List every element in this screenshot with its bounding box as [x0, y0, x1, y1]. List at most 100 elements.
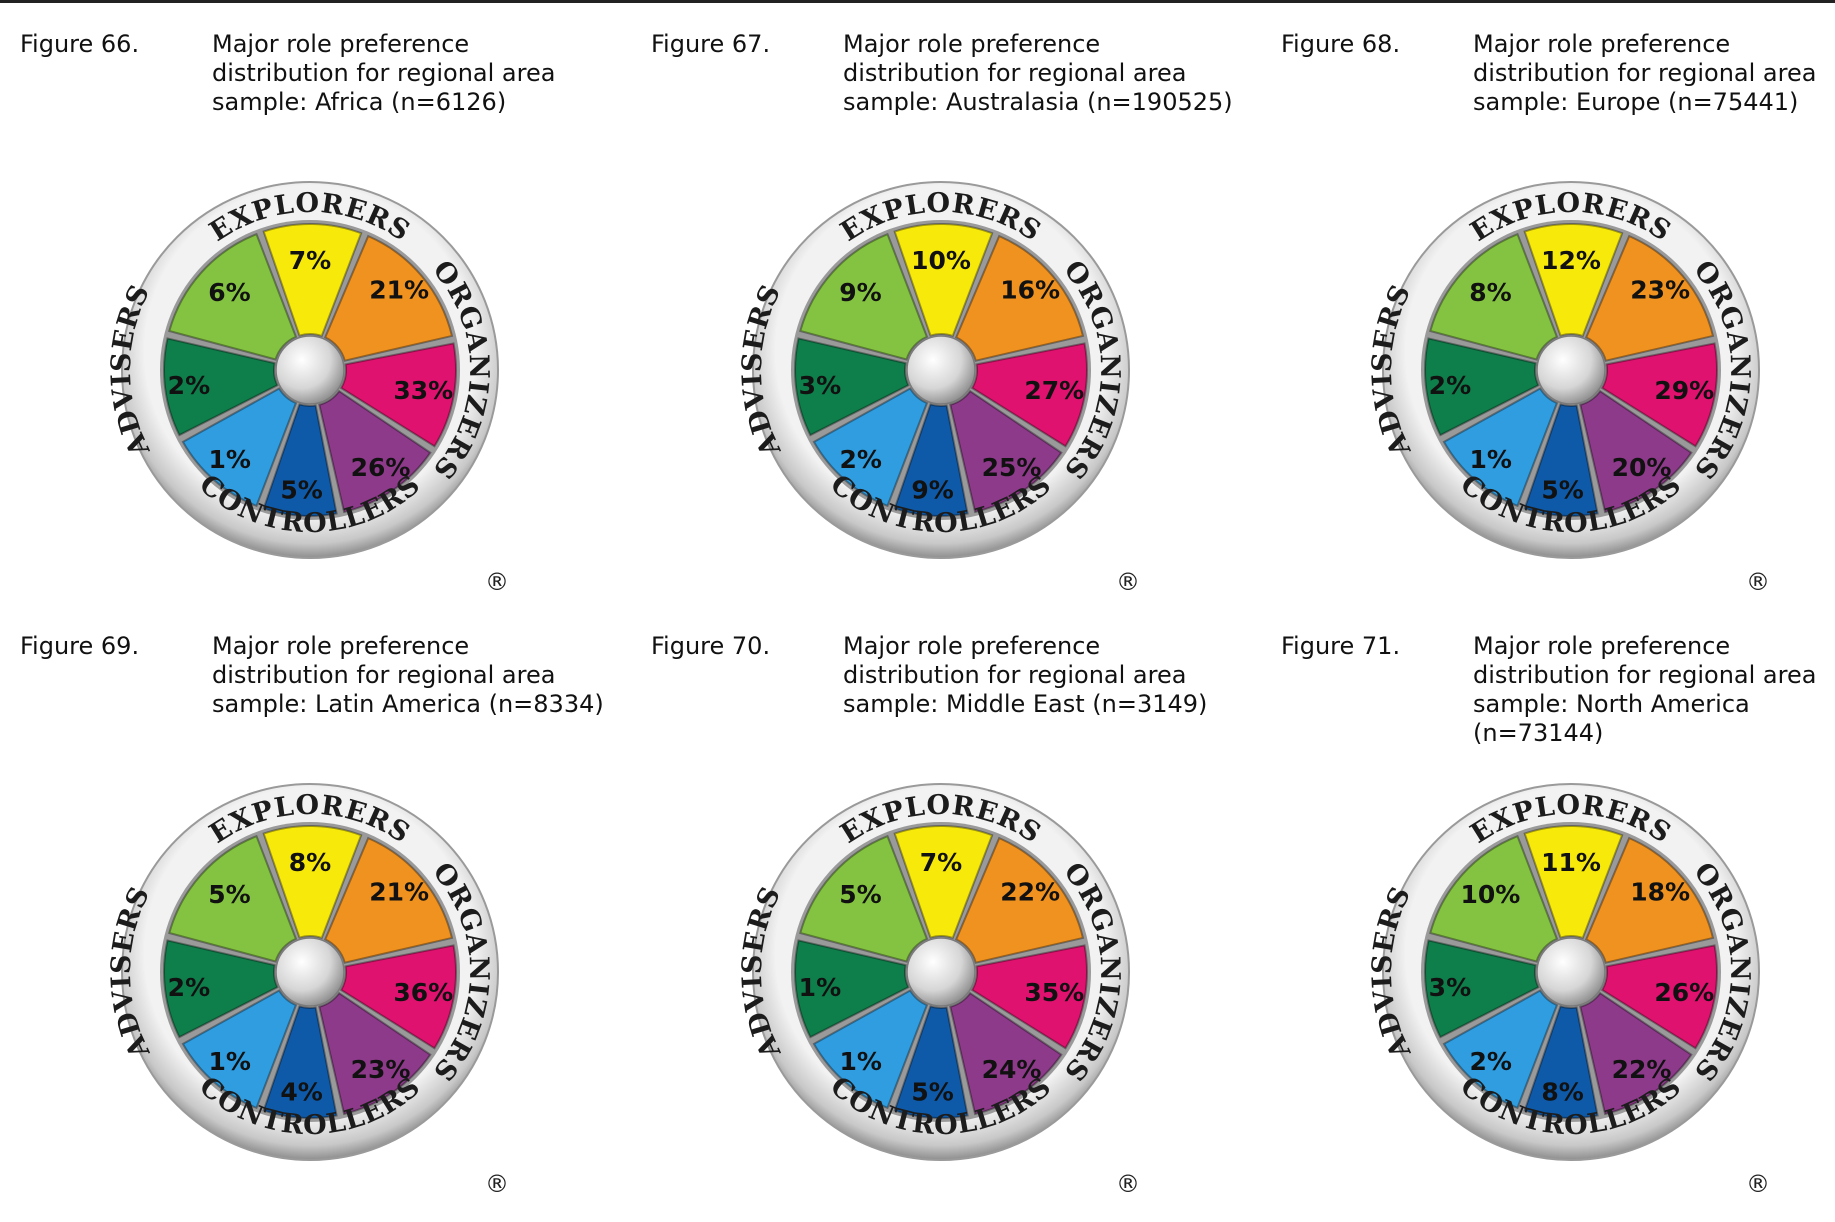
wheel-segment-7 [794, 939, 910, 1039]
segment-value-label: 5% [1541, 476, 1583, 505]
segment-value-label: 1% [1469, 445, 1511, 474]
segment-value-label: 2% [839, 445, 881, 474]
figure-number: Figure 66. [20, 30, 140, 58]
wheel-segment-8 [799, 834, 929, 963]
segment-value-label: 5% [839, 880, 881, 909]
role-wheel-chart: 10% 16% 27% 25% 9% 2% 3% 9% EXPLORERS CONTROLLERS… [731, 170, 1151, 605]
segment-value-label: 8% [289, 848, 331, 877]
registered-mark: ® [1116, 1170, 1140, 1198]
segment-value-label: 35% [1024, 978, 1084, 1007]
segment-value-label: 10% [911, 246, 971, 275]
figure-2: Figure 67. Major role preference distribu… [651, 30, 1251, 620]
wheel-segment-7 [1424, 939, 1540, 1039]
wheel-segment-5 [893, 403, 969, 517]
segment-value-label: 21% [369, 878, 429, 907]
wheel-segment-1 [262, 825, 363, 940]
figure-caption: Major role preference distribution for r… [843, 632, 1208, 718]
wheel-svg: 12%23%29%20%5%1%2%8%EXPLORERSCONTROLLERS… [1367, 181, 1770, 596]
segment-value-label: 6% [208, 278, 250, 307]
registered-mark: ® [1116, 568, 1140, 596]
segment-value-label: 12% [1541, 246, 1601, 275]
registered-mark: ® [1746, 1170, 1770, 1198]
segment-value-label: 2% [1429, 371, 1471, 400]
segment-value-label: 36% [393, 978, 453, 1007]
segment-value-label: 7% [920, 848, 962, 877]
wheel-segment-5 [262, 403, 338, 517]
wheel-segment-5 [262, 1005, 338, 1119]
wheel-segment-3 [339, 944, 457, 1050]
role-wheel-chart: 7% 22% 35% 24% 5% 1% 1% 5% EXPLORERS CONTROLLERS A… [731, 772, 1151, 1207]
registered-mark: ® [485, 1170, 509, 1198]
registered-mark: ® [485, 568, 509, 596]
wheel-segment-5 [1523, 1005, 1599, 1119]
segment-value-label: 9% [839, 278, 881, 307]
wheel-hub [275, 335, 345, 405]
wheel-segment-8 [1429, 232, 1559, 361]
wheel-svg: 8%21%36%23%4%1%2%5%EXPLORERSCONTROLLERSA… [106, 783, 509, 1198]
segment-value-label: 9% [911, 476, 953, 505]
wheel-segment-4 [318, 389, 432, 514]
figure-number: Figure 68. [1281, 30, 1401, 58]
segment-value-label: 22% [1612, 1055, 1672, 1084]
wheel-segment-6 [1442, 387, 1559, 508]
wheel-segment-6 [181, 387, 298, 508]
wheel-segment-6 [1442, 989, 1559, 1110]
segment-value-label: 1% [208, 1047, 250, 1076]
wheel-segment-6 [812, 387, 929, 508]
wheel-segment-3 [1600, 342, 1718, 448]
wheel-segment-3 [970, 944, 1088, 1050]
wheel-segment-2 [1584, 234, 1715, 362]
segment-value-label: 23% [1630, 276, 1690, 305]
figure-number: Figure 71. [1281, 632, 1401, 660]
segment-value-label: 24% [982, 1055, 1042, 1084]
registered-mark: ® [1746, 568, 1770, 596]
segment-value-label: 25% [982, 453, 1042, 482]
segment-value-label: 4% [280, 1078, 322, 1107]
wheel-segment-1 [262, 223, 363, 338]
wheel-hub [906, 335, 976, 405]
wheel-svg: 7%22%35%24%5%1%1%5%EXPLORERSCONTROLLERSA… [737, 783, 1140, 1198]
figure-caption: Major role preference distribution for r… [1473, 30, 1817, 116]
wheel-segment-6 [181, 989, 298, 1110]
wheel-segment-7 [794, 337, 910, 437]
segment-value-label: 23% [351, 1055, 411, 1084]
segment-value-label: 2% [168, 973, 210, 1002]
wheel-segment-3 [1600, 944, 1718, 1050]
figure-caption: Major role preference distribution for r… [1473, 632, 1817, 747]
segment-value-label: 2% [168, 371, 210, 400]
segment-value-label: 1% [208, 445, 250, 474]
wheel-segment-2 [954, 836, 1085, 964]
segment-value-label: 5% [208, 880, 250, 909]
wheel-segment-4 [1579, 389, 1693, 514]
segment-value-label: 1% [799, 973, 841, 1002]
wheel-segment-3 [339, 342, 457, 448]
segment-value-label: 10% [1461, 880, 1521, 909]
segment-value-label: 3% [799, 371, 841, 400]
segment-value-label: 16% [1000, 276, 1060, 305]
wheel-segment-5 [1523, 403, 1599, 517]
wheel-segment-7 [163, 337, 279, 437]
segment-value-label: 8% [1541, 1078, 1583, 1107]
segment-value-label: 21% [369, 276, 429, 305]
segment-value-label: 11% [1541, 848, 1601, 877]
segment-value-label: 18% [1630, 878, 1690, 907]
wheel-segment-5 [893, 1005, 969, 1119]
wheel-hub [275, 937, 345, 1007]
segment-value-label: 3% [1429, 973, 1471, 1002]
wheel-segment-1 [893, 825, 994, 940]
figure-number: Figure 70. [651, 632, 771, 660]
figure-number: Figure 67. [651, 30, 771, 58]
segment-value-label: 20% [1612, 453, 1672, 482]
wheel-svg: 10%16%27%25%9%2%3%9%EXPLORERSCONTROLLERS… [737, 181, 1140, 596]
wheel-hub [1536, 937, 1606, 1007]
wheel-segment-2 [1584, 836, 1715, 964]
figure-4: Figure 69. Major role preference distribu… [20, 632, 620, 1222]
figure-5: Figure 70. Major role preference distribu… [651, 632, 1251, 1222]
wheel-svg: 7%21%33%26%5%1%2%6%EXPLORERSCONTROLLERSA… [106, 181, 509, 596]
figure-3: Figure 68. Major role preference distribu… [1281, 30, 1835, 620]
wheel-segment-3 [970, 342, 1088, 448]
wheel-hub [906, 937, 976, 1007]
wheel-segment-7 [163, 939, 279, 1039]
wheel-segment-4 [1579, 991, 1693, 1116]
wheel-segment-8 [168, 232, 298, 361]
